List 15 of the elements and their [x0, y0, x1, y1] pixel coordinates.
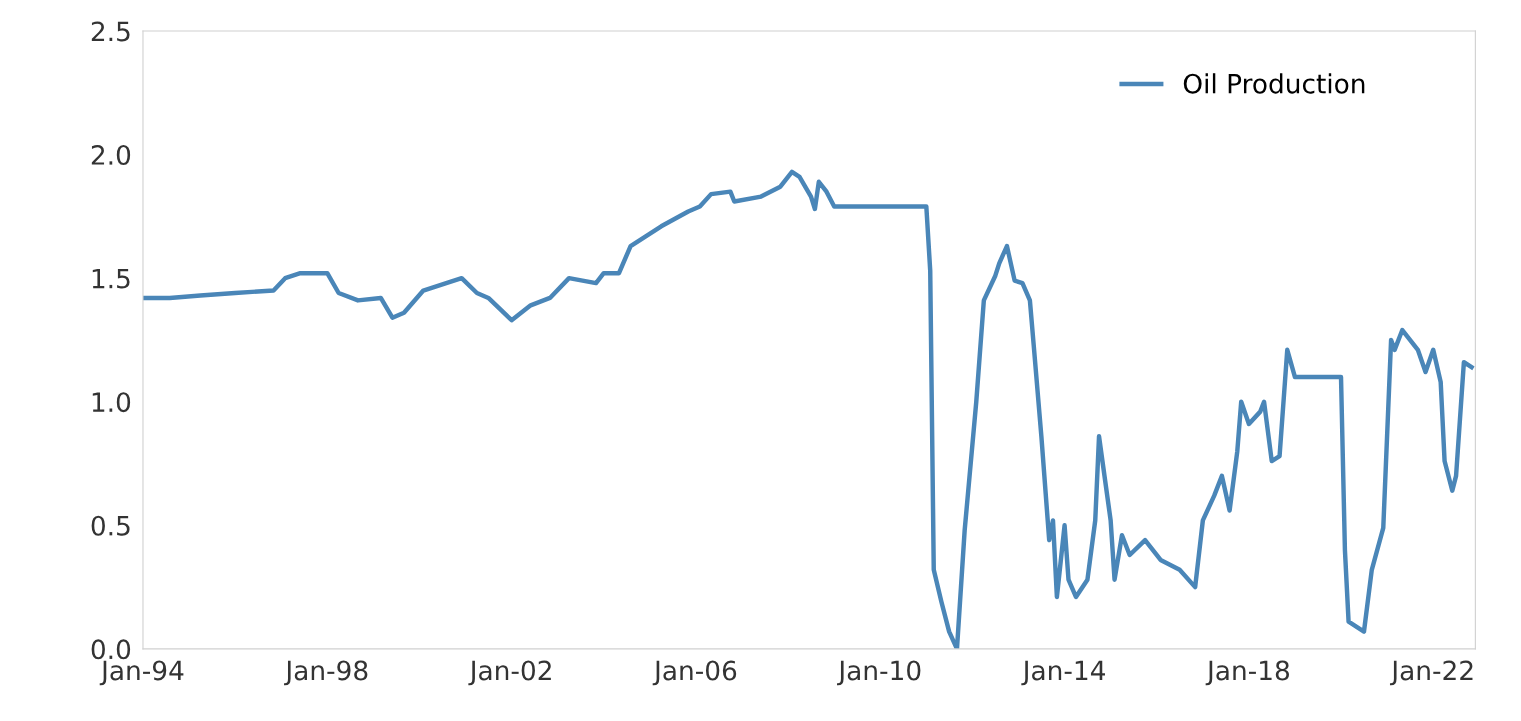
y-tick-label: 0.0 — [91, 639, 131, 660]
x-tick-label: Jan-02 — [468, 660, 551, 686]
x-tick-label: Jan-10 — [837, 660, 921, 686]
legend-label: Oil Production — [1183, 73, 1365, 94]
y-tick-label: 2.0 — [91, 145, 131, 165]
x-tick-label: Jan-94 — [99, 660, 184, 686]
y-tick-label: 2.5 — [91, 21, 130, 42]
x-tick-label: Jan-06 — [652, 660, 737, 686]
x-tick-label: Jan-18 — [1205, 660, 1289, 686]
x-tick-label: Jan-98 — [284, 660, 368, 686]
x-tick-label: Jan-22 — [1389, 660, 1473, 686]
y-tick-label: 0.5 — [91, 515, 130, 536]
y-tick-label: 1.5 — [92, 268, 130, 289]
y-tick-label: 1.0 — [92, 392, 131, 413]
x-tick-label: Jan-14 — [1021, 660, 1105, 686]
